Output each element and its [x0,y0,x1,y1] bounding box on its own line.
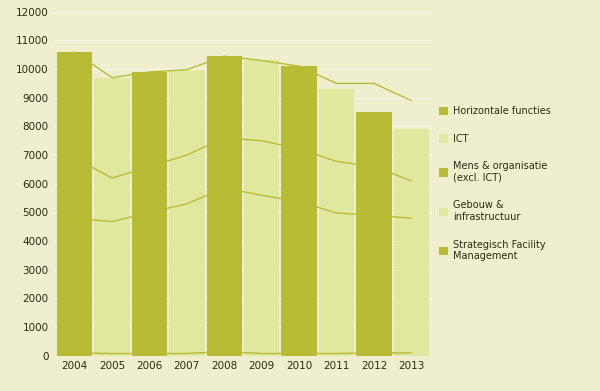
Bar [94,353,130,356]
Bar [319,164,355,213]
Bar [94,129,130,178]
Bar [394,218,429,353]
Bar [244,61,280,72]
Bar [131,164,167,212]
Bar [319,213,355,353]
Bar [169,95,205,153]
Bar [206,56,242,61]
Bar [131,212,167,353]
Bar [394,181,429,218]
Bar [394,353,429,356]
Bar [356,215,392,353]
Bar [206,129,242,188]
Bar [169,204,205,353]
Bar [57,353,92,356]
Bar [281,66,317,89]
Bar [206,352,242,356]
Bar [169,153,205,204]
Bar [244,195,280,353]
Bar [131,72,167,109]
Bar [206,188,242,352]
Bar [131,353,167,356]
Legend: Horizontale functies, ICT, Mens & organisatie
(excl. ICT), Gebouw &
infrastructu: Horizontale functies, ICT, Mens & organi… [439,106,551,261]
Bar [356,112,392,124]
Bar [281,201,317,353]
Bar [57,52,92,100]
Bar [394,129,429,138]
Bar [319,113,355,164]
Bar [206,61,242,129]
Bar [94,222,130,353]
Bar [57,100,92,158]
Bar [244,353,280,356]
Bar [169,353,205,356]
Bar [356,353,392,356]
Bar [394,138,429,181]
Bar [244,136,280,195]
Bar [281,353,317,356]
Bar [57,218,92,353]
Bar [131,109,167,164]
Bar [356,169,392,215]
Bar [244,72,280,136]
Bar [281,89,317,147]
Bar [356,124,392,169]
Bar [94,178,130,222]
Bar [169,70,205,95]
Bar [94,78,130,129]
Bar [57,158,92,218]
Bar [319,353,355,356]
Bar [281,147,317,201]
Bar [319,89,355,113]
